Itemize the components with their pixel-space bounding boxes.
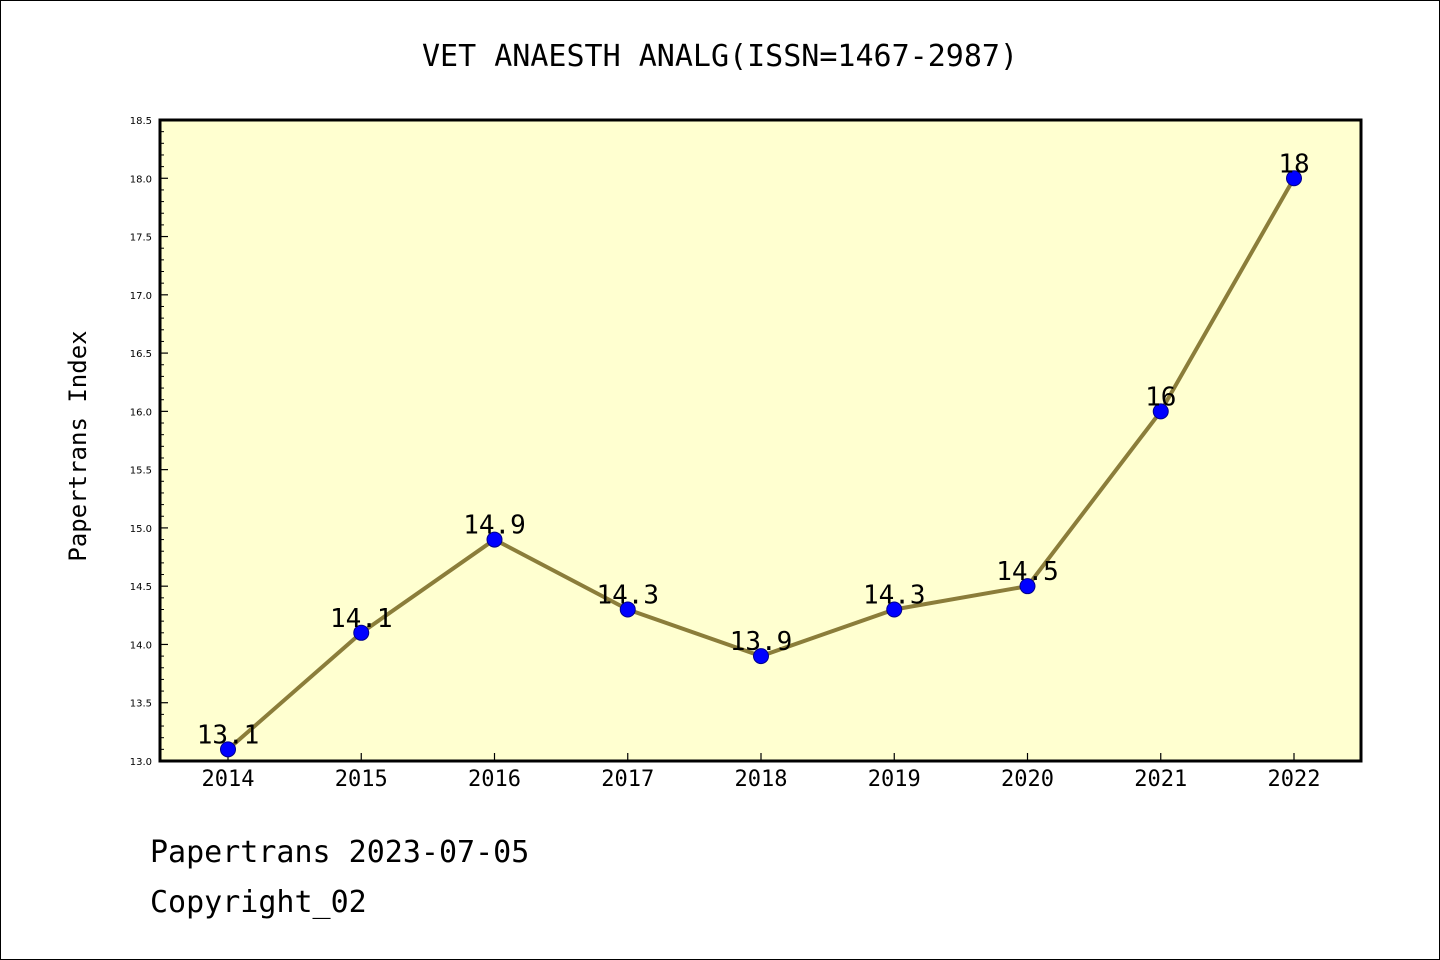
y-tick-label: 13.5 <box>130 699 152 710</box>
y-tick-label: 15.5 <box>130 466 152 477</box>
y-tick-label: 17.5 <box>130 233 152 244</box>
data-point <box>486 531 503 548</box>
data-label: 14.5 <box>996 557 1059 587</box>
data-label: 14.3 <box>596 580 659 610</box>
axes: 13.0 13.5 14.0 14.5 15.0 15.5 16.0 16.5 17.0 17.5… <box>130 116 1321 792</box>
x-tick-label: 2016 <box>468 767 521 792</box>
x-tick-label: 2015 <box>335 767 388 792</box>
footer-date: Papertrans 2023-07-05 <box>150 835 530 870</box>
x-tick-label: 2021 <box>1134 767 1187 792</box>
chart-title: VET ANAESTH ANALG(ISSN=1467-2987) <box>422 39 1018 74</box>
data-label: 18 <box>1278 149 1309 179</box>
data-point <box>619 601 636 618</box>
series: 13.1 14.1 14.9 14.3 13.9 14.3 14.5 16 18 <box>197 149 1310 758</box>
plot-border <box>158 118 1363 763</box>
data-label: 14.3 <box>863 580 926 610</box>
footer-copyright: Copyright_02 <box>150 885 367 920</box>
y-tick-label: 18.0 <box>130 174 152 185</box>
y-tick-label: 17.0 <box>130 291 152 302</box>
data-point <box>220 741 236 758</box>
y-tick-label: 13.0 <box>130 757 152 768</box>
y-tick-label: 14.5 <box>130 582 152 593</box>
plot-area <box>160 120 1361 761</box>
y-tick-label: 16.0 <box>130 407 152 418</box>
x-tick-label: 2018 <box>735 767 788 792</box>
data-label: 13.1 <box>197 720 260 750</box>
data-point <box>1019 578 1036 595</box>
x-tick-label: 2019 <box>868 767 921 792</box>
data-label: 14.9 <box>463 511 526 541</box>
data-point <box>353 624 370 641</box>
y-axis-label: Papertrans Index <box>64 330 92 561</box>
x-tick-label: 2020 <box>1001 767 1054 792</box>
data-point <box>1286 170 1302 187</box>
data-point <box>1152 403 1169 420</box>
x-tick-label: 2014 <box>202 767 255 792</box>
data-point <box>753 648 769 665</box>
y-tick-label: 16.5 <box>130 349 152 360</box>
data-label: 13.9 <box>730 627 793 657</box>
data-label: 14.1 <box>330 604 393 634</box>
y-tick-label: 15.0 <box>130 524 152 535</box>
data-label: 16 <box>1145 382 1176 412</box>
x-tick-label: 2017 <box>601 767 654 792</box>
y-tick-label: 14.0 <box>130 640 152 651</box>
x-tick-label: 2022 <box>1268 767 1321 792</box>
y-tick-label: 18.5 <box>130 116 152 127</box>
data-point <box>886 601 903 618</box>
